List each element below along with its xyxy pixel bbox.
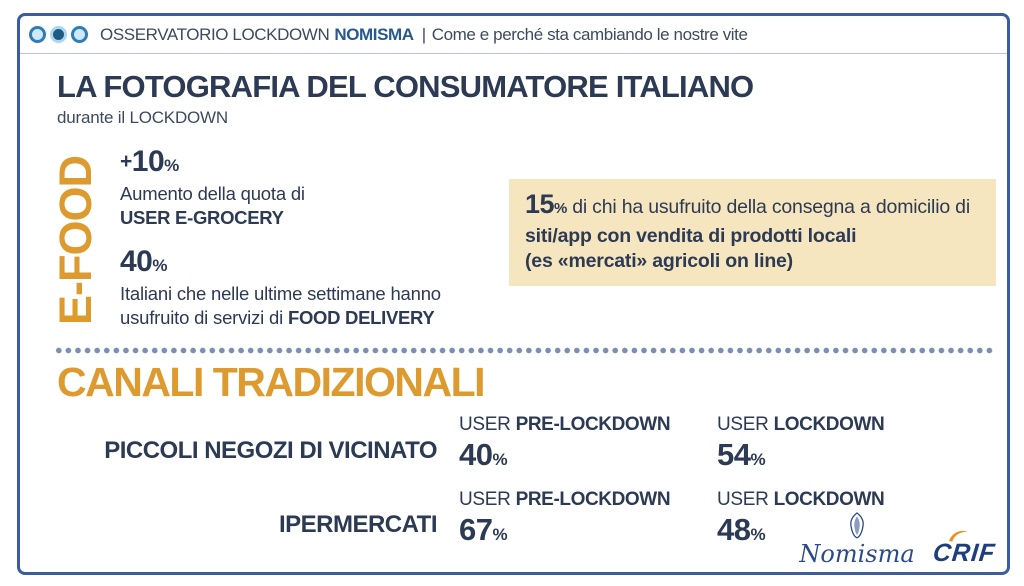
- crif-wordmark: CRIF: [931, 539, 997, 567]
- percent-sign: %: [164, 156, 179, 175]
- header-title: OSSERVATORIO LOCKDOWN: [100, 24, 330, 44]
- column-header: USER LOCKDOWN: [717, 414, 885, 435]
- column-header: USER PRE-LOCKDOWN: [459, 488, 671, 510]
- stat-number: 10: [131, 145, 165, 178]
- slide-card: OSSERVATORIO LOCKDOWN NOMISMA | Come e perc…: [17, 13, 1010, 575]
- circle-outline-icon: [71, 26, 88, 43]
- traditional-title: CANALI TRADIZIONALI: [57, 359, 486, 405]
- stat-number: 40: [120, 245, 153, 279]
- highlight-number: 15: [525, 189, 555, 219]
- intro-block: LA FOTOGRAFIA DEL CONSUMATORE ITALIANO d…: [57, 69, 754, 128]
- plus-sign: +: [120, 150, 132, 173]
- stat-description: Italiani che nelle ultime settimane hann…: [120, 282, 441, 329]
- cell-value: 54%: [717, 437, 766, 472]
- efood-vertical-label: E-FOOD: [50, 155, 101, 325]
- percent-sign: %: [554, 200, 568, 217]
- percent-sign: %: [750, 450, 766, 469]
- crif-swoosh-icon: [947, 529, 969, 547]
- page-title: LA FOTOGRAFIA DEL CONSUMATORE ITALIANO: [57, 69, 754, 104]
- cell-value: 67%: [459, 511, 508, 547]
- header-brand: NOMISMA: [334, 24, 414, 44]
- page-subtitle: durante il LOCKDOWN: [57, 108, 228, 128]
- highlight-box: 15% di chi ha usufruito della consegna a …: [509, 179, 996, 286]
- efood-stats: +10% Aumento della quota di USER E-GROCE…: [120, 146, 520, 334]
- brand-dots-icon: [29, 26, 88, 43]
- cell-pre-lockdown: USER PRE-LOCKDOWN 67%: [459, 489, 717, 547]
- percent-sign: %: [492, 524, 508, 544]
- stat-description: Aumento della quota di USER E-GROCERY: [120, 182, 305, 228]
- traditional-table: PICCOLI NEGOZI DI VICINATO USER PRE-LOCK…: [57, 414, 967, 546]
- highlight-line1: 15% di chi ha usufruito della consegna a …: [525, 189, 970, 219]
- percent-sign: %: [750, 524, 766, 544]
- percent-sign: %: [492, 450, 508, 469]
- row-label: IPERMERCATI: [278, 511, 438, 539]
- nomisma-wordmark: Nomisma: [799, 540, 915, 568]
- row-label: PICCOLI NEGOZI DI VICINATO: [104, 436, 437, 464]
- circle-outline-icon: [29, 26, 46, 43]
- nomisma-logo: Nomisma: [799, 512, 915, 568]
- column-header: USER LOCKDOWN: [717, 488, 885, 510]
- crif-logo: CRIF: [931, 529, 997, 567]
- section-divider-dots: [54, 346, 995, 355]
- header-text: OSSERVATORIO LOCKDOWN NOMISMA | Come e perc…: [100, 25, 748, 45]
- column-header: USER PRE-LOCKDOWN: [459, 414, 671, 435]
- cell-pre-lockdown: USER PRE-LOCKDOWN 40%: [459, 414, 717, 472]
- stat-egrocery: +10% Aumento della quota di USER E-GROCE…: [120, 146, 520, 230]
- header-separator: |: [421, 24, 426, 44]
- header-bar: OSSERVATORIO LOCKDOWN NOMISMA | Come e perc…: [20, 16, 1007, 54]
- footer-logos: Nomisma CRIF: [799, 512, 997, 568]
- highlight-line3: (es «mercati» agricoli on line): [525, 250, 793, 272]
- circle-filled-icon: [50, 26, 67, 43]
- header-tagline: Come e perché sta cambiando le nostre vi…: [431, 24, 748, 44]
- cell-lockdown: USER LOCKDOWN 48%: [717, 489, 967, 547]
- stat-value: 40%: [120, 246, 520, 278]
- efood-section: E-FOOD +10% Aumento della quota di USER …: [44, 146, 520, 334]
- cell-lockdown: USER LOCKDOWN 54%: [717, 414, 967, 472]
- percent-sign: %: [152, 256, 167, 276]
- nomisma-emblem-icon: [847, 512, 867, 544]
- highlight-line2: siti/app con vendita di prodotti locali: [525, 225, 857, 247]
- stat-delivery: 40% Italiani che nelle ultime settimane …: [120, 246, 520, 330]
- cell-value: 48%: [717, 511, 766, 547]
- stat-value: +10%: [120, 146, 520, 178]
- cell-value: 40%: [459, 437, 508, 472]
